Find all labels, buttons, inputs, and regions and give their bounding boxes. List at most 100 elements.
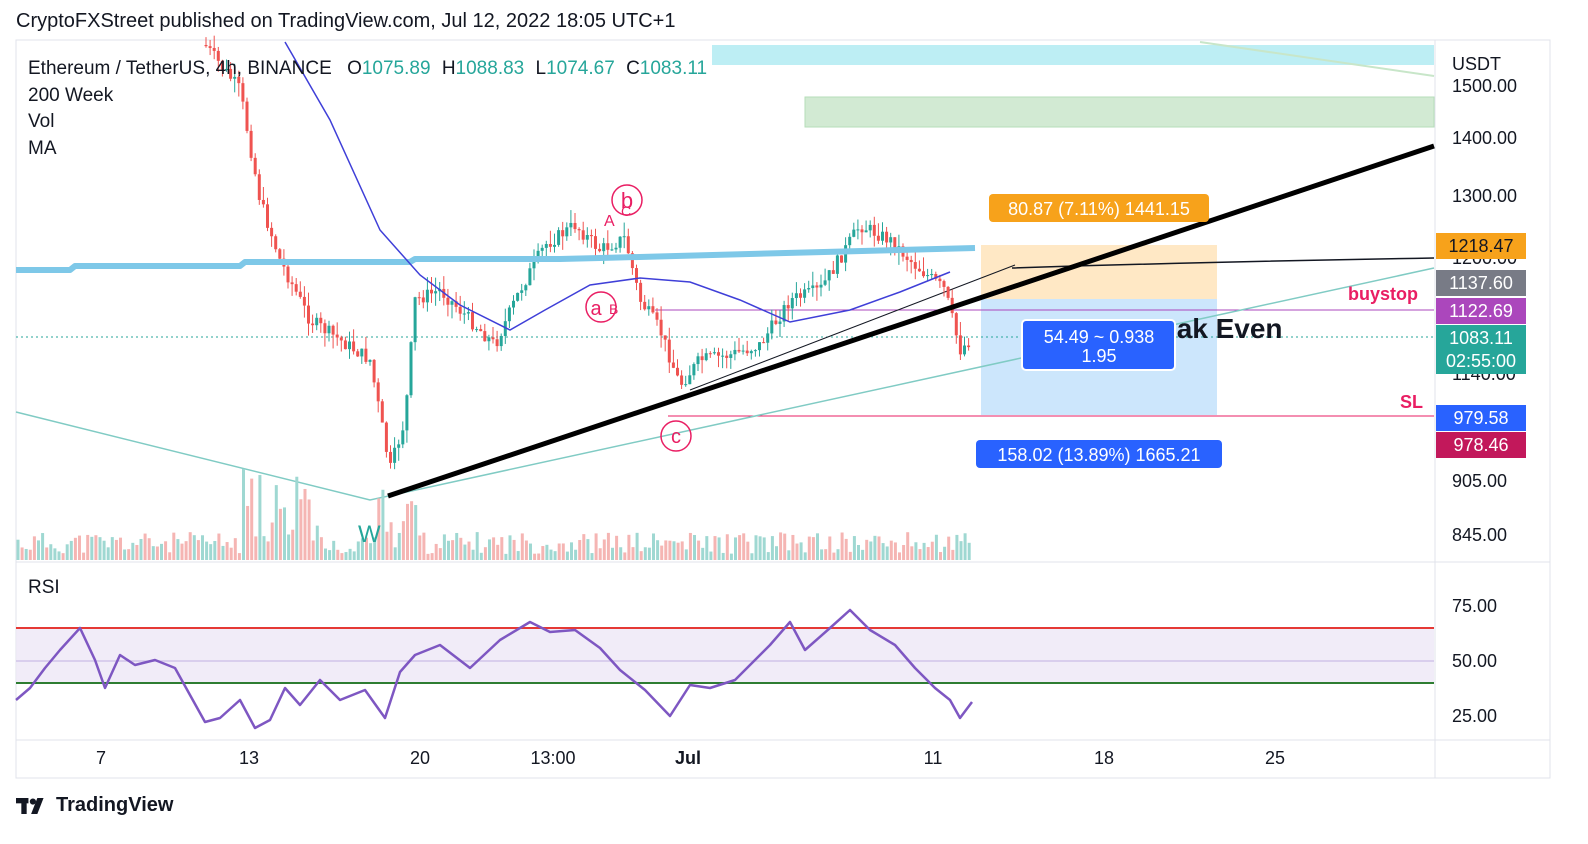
candle-body-89 xyxy=(569,222,573,228)
volume-bar-162 xyxy=(680,541,684,560)
volume-bar-152 xyxy=(639,551,643,560)
volume-bar-70 xyxy=(303,488,307,560)
volume-bar-128 xyxy=(541,546,545,560)
candle-body-180 xyxy=(942,281,946,287)
volume-bar-124 xyxy=(524,540,528,560)
price-tick-5: 905.00 xyxy=(1452,471,1507,491)
volume-bar-130 xyxy=(549,549,553,560)
volume-bar-121 xyxy=(512,539,516,560)
legend-open-label: O xyxy=(347,58,362,79)
target-info-text: 80.87 (7.11%) 1441.15 xyxy=(1008,199,1190,219)
candle-body-148 xyxy=(811,285,815,289)
candle-body-141 xyxy=(782,305,786,322)
volume-bar-104 xyxy=(442,534,446,560)
ratio-info-box[interactable] xyxy=(1021,319,1176,371)
volume-bar-222 xyxy=(926,547,930,560)
volume-bar-178 xyxy=(746,541,750,560)
wave-A-label: A xyxy=(604,213,615,230)
volume-bar-116 xyxy=(492,537,496,560)
volume-bar-201 xyxy=(840,532,844,560)
price-tick-6: 845.00 xyxy=(1452,525,1507,545)
time-tick-1: 13 xyxy=(239,748,259,768)
rsi-title: RSI xyxy=(28,577,60,598)
footer-branding[interactable]: TradingView xyxy=(16,794,173,817)
volume-bar-136 xyxy=(574,549,578,560)
candle-body-92 xyxy=(581,230,585,240)
volume-bar-166 xyxy=(697,540,701,560)
volume-bar-228 xyxy=(951,549,955,560)
volume-bar-19 xyxy=(94,535,98,560)
candle-body-154 xyxy=(835,255,839,274)
target-info-box[interactable] xyxy=(989,194,1209,222)
candle-body-80 xyxy=(532,259,536,269)
candle-body-40 xyxy=(368,359,372,362)
volume-bar-62 xyxy=(270,522,274,560)
price-label-bg-2 xyxy=(1436,298,1526,324)
volume-bar-179 xyxy=(750,553,754,560)
candle-body-34 xyxy=(343,340,347,350)
volume-bar-137 xyxy=(578,540,582,560)
volume-bar-219 xyxy=(914,542,918,560)
candle-body-114 xyxy=(671,362,675,368)
stop-info-box[interactable] xyxy=(976,440,1222,468)
candle-body-185 xyxy=(963,345,966,355)
candle-body-70 xyxy=(491,337,495,340)
candle-body-178 xyxy=(934,273,938,279)
main-pane-border xyxy=(15,39,1551,779)
wave-a-label: a xyxy=(590,298,602,320)
candle-body-79 xyxy=(528,268,532,286)
volume-bar-44 xyxy=(196,540,200,560)
legend-indicator-vol[interactable]: Vol xyxy=(28,111,55,132)
volume-bar-99 xyxy=(422,532,426,560)
legend-symbol[interactable]: Ethereum / TetherUS, 4h, BINANCE xyxy=(28,58,332,79)
candle-body-45 xyxy=(389,451,392,463)
candlesticks xyxy=(204,35,971,470)
volume-bar-50 xyxy=(221,545,225,560)
volume-bar-42 xyxy=(188,532,192,560)
candle-body-11 xyxy=(249,130,253,158)
candle-body-39 xyxy=(364,348,368,362)
volume-bar-26 xyxy=(123,549,127,560)
wave-B-label: B xyxy=(609,301,618,317)
candle-body-115 xyxy=(676,367,679,376)
candle-body-101 xyxy=(618,236,622,248)
candle-body-98 xyxy=(606,243,610,250)
candle-body-134 xyxy=(753,350,757,352)
volume-bar-15 xyxy=(78,535,81,560)
volume-bar-181 xyxy=(758,536,762,560)
candle-body-176 xyxy=(926,275,930,277)
candle-body-41 xyxy=(372,359,376,383)
candle-body-116 xyxy=(680,375,684,385)
volume-bar-123 xyxy=(520,533,524,560)
legend-indicator-ma[interactable]: MA xyxy=(28,138,57,159)
resistance-zone-blue xyxy=(712,45,1434,65)
volume-bar-159 xyxy=(668,540,672,560)
candle-body-105 xyxy=(635,268,638,283)
volume-bar-36 xyxy=(164,541,168,560)
candle-body-67 xyxy=(479,329,483,332)
volume-bar-194 xyxy=(811,537,815,560)
price-label-2: 1122.69 xyxy=(1449,301,1513,321)
volume-bar-117 xyxy=(496,544,500,560)
candle-body-85 xyxy=(553,244,556,247)
volume-bar-95 xyxy=(406,503,409,560)
volume-bar-163 xyxy=(684,549,688,560)
time-tick-6: 18 xyxy=(1094,748,1114,768)
volume-bar-155 xyxy=(652,533,655,560)
volume-bar-143 xyxy=(602,539,606,560)
volume-bar-225 xyxy=(939,552,942,560)
volume-bar-196 xyxy=(820,549,824,560)
candle-body-152 xyxy=(827,270,831,281)
volume-bar-154 xyxy=(647,547,651,560)
volume-bar-41 xyxy=(184,541,188,560)
volume-bar-145 xyxy=(611,547,614,560)
legend-indicator-200week[interactable]: 200 Week xyxy=(28,85,114,106)
target-zone xyxy=(981,245,1217,299)
volume-bar-64 xyxy=(278,508,282,560)
volume-bar-33 xyxy=(151,546,155,560)
volume-bar-66 xyxy=(287,534,291,560)
volume-bar-53 xyxy=(233,538,237,560)
volume-bar-190 xyxy=(795,543,799,560)
volume-bar-223 xyxy=(930,541,934,560)
